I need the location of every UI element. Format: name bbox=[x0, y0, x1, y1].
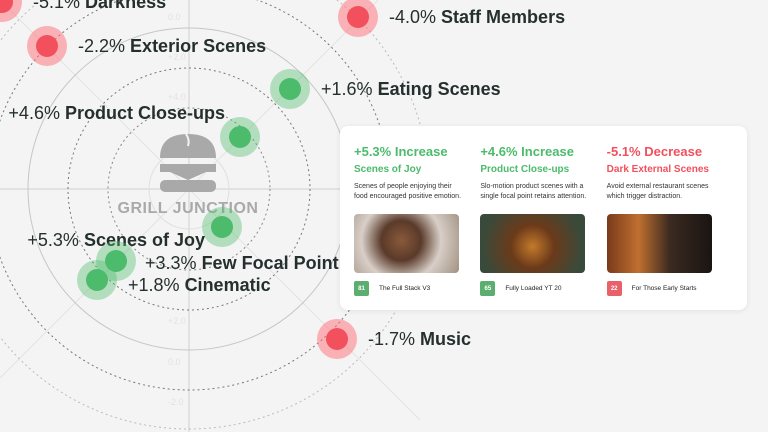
data-point-core bbox=[86, 269, 108, 291]
point-pct: +1.8% bbox=[128, 275, 180, 295]
data-point-label: +1.8% Cinematic bbox=[128, 275, 271, 295]
insight-description: Scenes of people enjoying their food enc… bbox=[354, 183, 462, 200]
brand-logo: GRILL JUNCTION bbox=[108, 130, 268, 218]
data-point[interactable] bbox=[317, 319, 357, 359]
insight-headline: -5.1% Decrease bbox=[606, 144, 703, 159]
video-thumbnail[interactable] bbox=[606, 214, 712, 273]
video-title: Fully Loaded YT 20 bbox=[505, 285, 562, 292]
data-point[interactable] bbox=[77, 260, 117, 300]
point-name: Staff Members bbox=[441, 7, 566, 27]
point-name: Eating Scenes bbox=[377, 79, 501, 99]
axis-tick: -2.0 bbox=[168, 397, 184, 407]
data-point-label: +5.3% Scenes of Joy bbox=[27, 230, 205, 250]
point-pct: -5.1% bbox=[33, 0, 81, 12]
brand-name: GRILL JUNCTION bbox=[117, 200, 259, 217]
point-name: Product Close-ups bbox=[64, 103, 225, 123]
data-point[interactable] bbox=[270, 69, 310, 109]
insight-column: +4.6% Increase Product Close-ups Slo-mot… bbox=[480, 144, 606, 296]
point-pct: -1.7% bbox=[368, 329, 416, 349]
axis-tick: 0.0 bbox=[168, 357, 181, 367]
insight-title: Product Close-ups bbox=[480, 164, 570, 175]
data-point-label: -5.1% Darkness bbox=[33, 0, 166, 12]
video-thumbnail[interactable] bbox=[480, 214, 586, 273]
point-name: Darkness bbox=[85, 0, 167, 12]
axis-tick: +2.0 bbox=[168, 316, 186, 326]
data-point-label: -1.7% Music bbox=[368, 329, 471, 349]
video-reference[interactable]: 81 The Full Stack V3 bbox=[354, 281, 466, 296]
video-thumbnail[interactable] bbox=[354, 214, 459, 273]
burger-icon bbox=[160, 133, 216, 192]
insight-headline: +4.6% Increase bbox=[480, 144, 574, 159]
score-badge: 81 bbox=[354, 281, 369, 296]
data-point-label: +3.3% Few Focal Point bbox=[145, 253, 339, 273]
data-point-core bbox=[105, 250, 127, 272]
data-point-core bbox=[0, 0, 13, 13]
axis-tick: +2.0 bbox=[168, 52, 186, 62]
video-title: The Full Stack V3 bbox=[379, 285, 431, 292]
insights-card: +5.3% Increase Scenes of Joy Scenes of p… bbox=[340, 126, 747, 310]
data-point[interactable] bbox=[338, 0, 378, 37]
data-point[interactable] bbox=[202, 207, 242, 247]
point-pct: -4.0% bbox=[389, 7, 437, 27]
data-point-label: +1.6% Eating Scenes bbox=[321, 79, 501, 99]
data-point-core bbox=[36, 35, 58, 57]
point-pct: +5.3% bbox=[27, 230, 79, 250]
point-name: Few Focal Point bbox=[201, 253, 339, 273]
video-reference[interactable]: 22 For Those Early Starts bbox=[606, 281, 719, 296]
score-badge: 65 bbox=[480, 281, 496, 296]
insight-column: +5.3% Increase Scenes of Joy Scenes of p… bbox=[354, 144, 480, 296]
point-name: Music bbox=[420, 329, 472, 349]
data-point-core bbox=[229, 126, 251, 148]
point-pct: +3.3% bbox=[145, 253, 197, 273]
data-point-label: -2.2% Exterior Scenes bbox=[78, 36, 266, 56]
insight-description: Avoid external restaurant scenes which t… bbox=[606, 183, 709, 200]
point-pct: +1.6% bbox=[321, 79, 373, 99]
insight-description: Slo-motion product scenes with a single … bbox=[480, 183, 587, 200]
data-point-core bbox=[326, 328, 348, 350]
point-pct: +4.6% bbox=[8, 103, 60, 123]
data-point-core bbox=[211, 216, 233, 238]
video-title: For Those Early Starts bbox=[631, 285, 697, 292]
point-name: Scenes of Joy bbox=[83, 230, 205, 250]
data-point-label: +4.6% Product Close-ups bbox=[8, 103, 225, 123]
insight-title: Dark External Scenes bbox=[606, 164, 709, 175]
point-name: Exterior Scenes bbox=[130, 36, 267, 56]
data-point[interactable] bbox=[220, 117, 260, 157]
video-reference[interactable]: 65 Fully Loaded YT 20 bbox=[480, 281, 592, 296]
axis-tick: 0.0 bbox=[168, 12, 181, 22]
score-badge: 22 bbox=[606, 281, 622, 296]
axis-tick: +4.0 bbox=[168, 92, 186, 102]
insight-title: Scenes of Joy bbox=[354, 164, 422, 175]
data-point-label: -4.0% Staff Members bbox=[389, 7, 565, 27]
insight-headline: +5.3% Increase bbox=[354, 144, 448, 159]
point-name: Cinematic bbox=[184, 275, 271, 295]
insight-column: -5.1% Decrease Dark External Scenes Avoi… bbox=[606, 144, 733, 296]
data-point-core bbox=[347, 6, 369, 28]
data-point[interactable] bbox=[27, 26, 67, 66]
point-pct: -2.2% bbox=[78, 36, 126, 56]
data-point-core bbox=[279, 78, 301, 100]
